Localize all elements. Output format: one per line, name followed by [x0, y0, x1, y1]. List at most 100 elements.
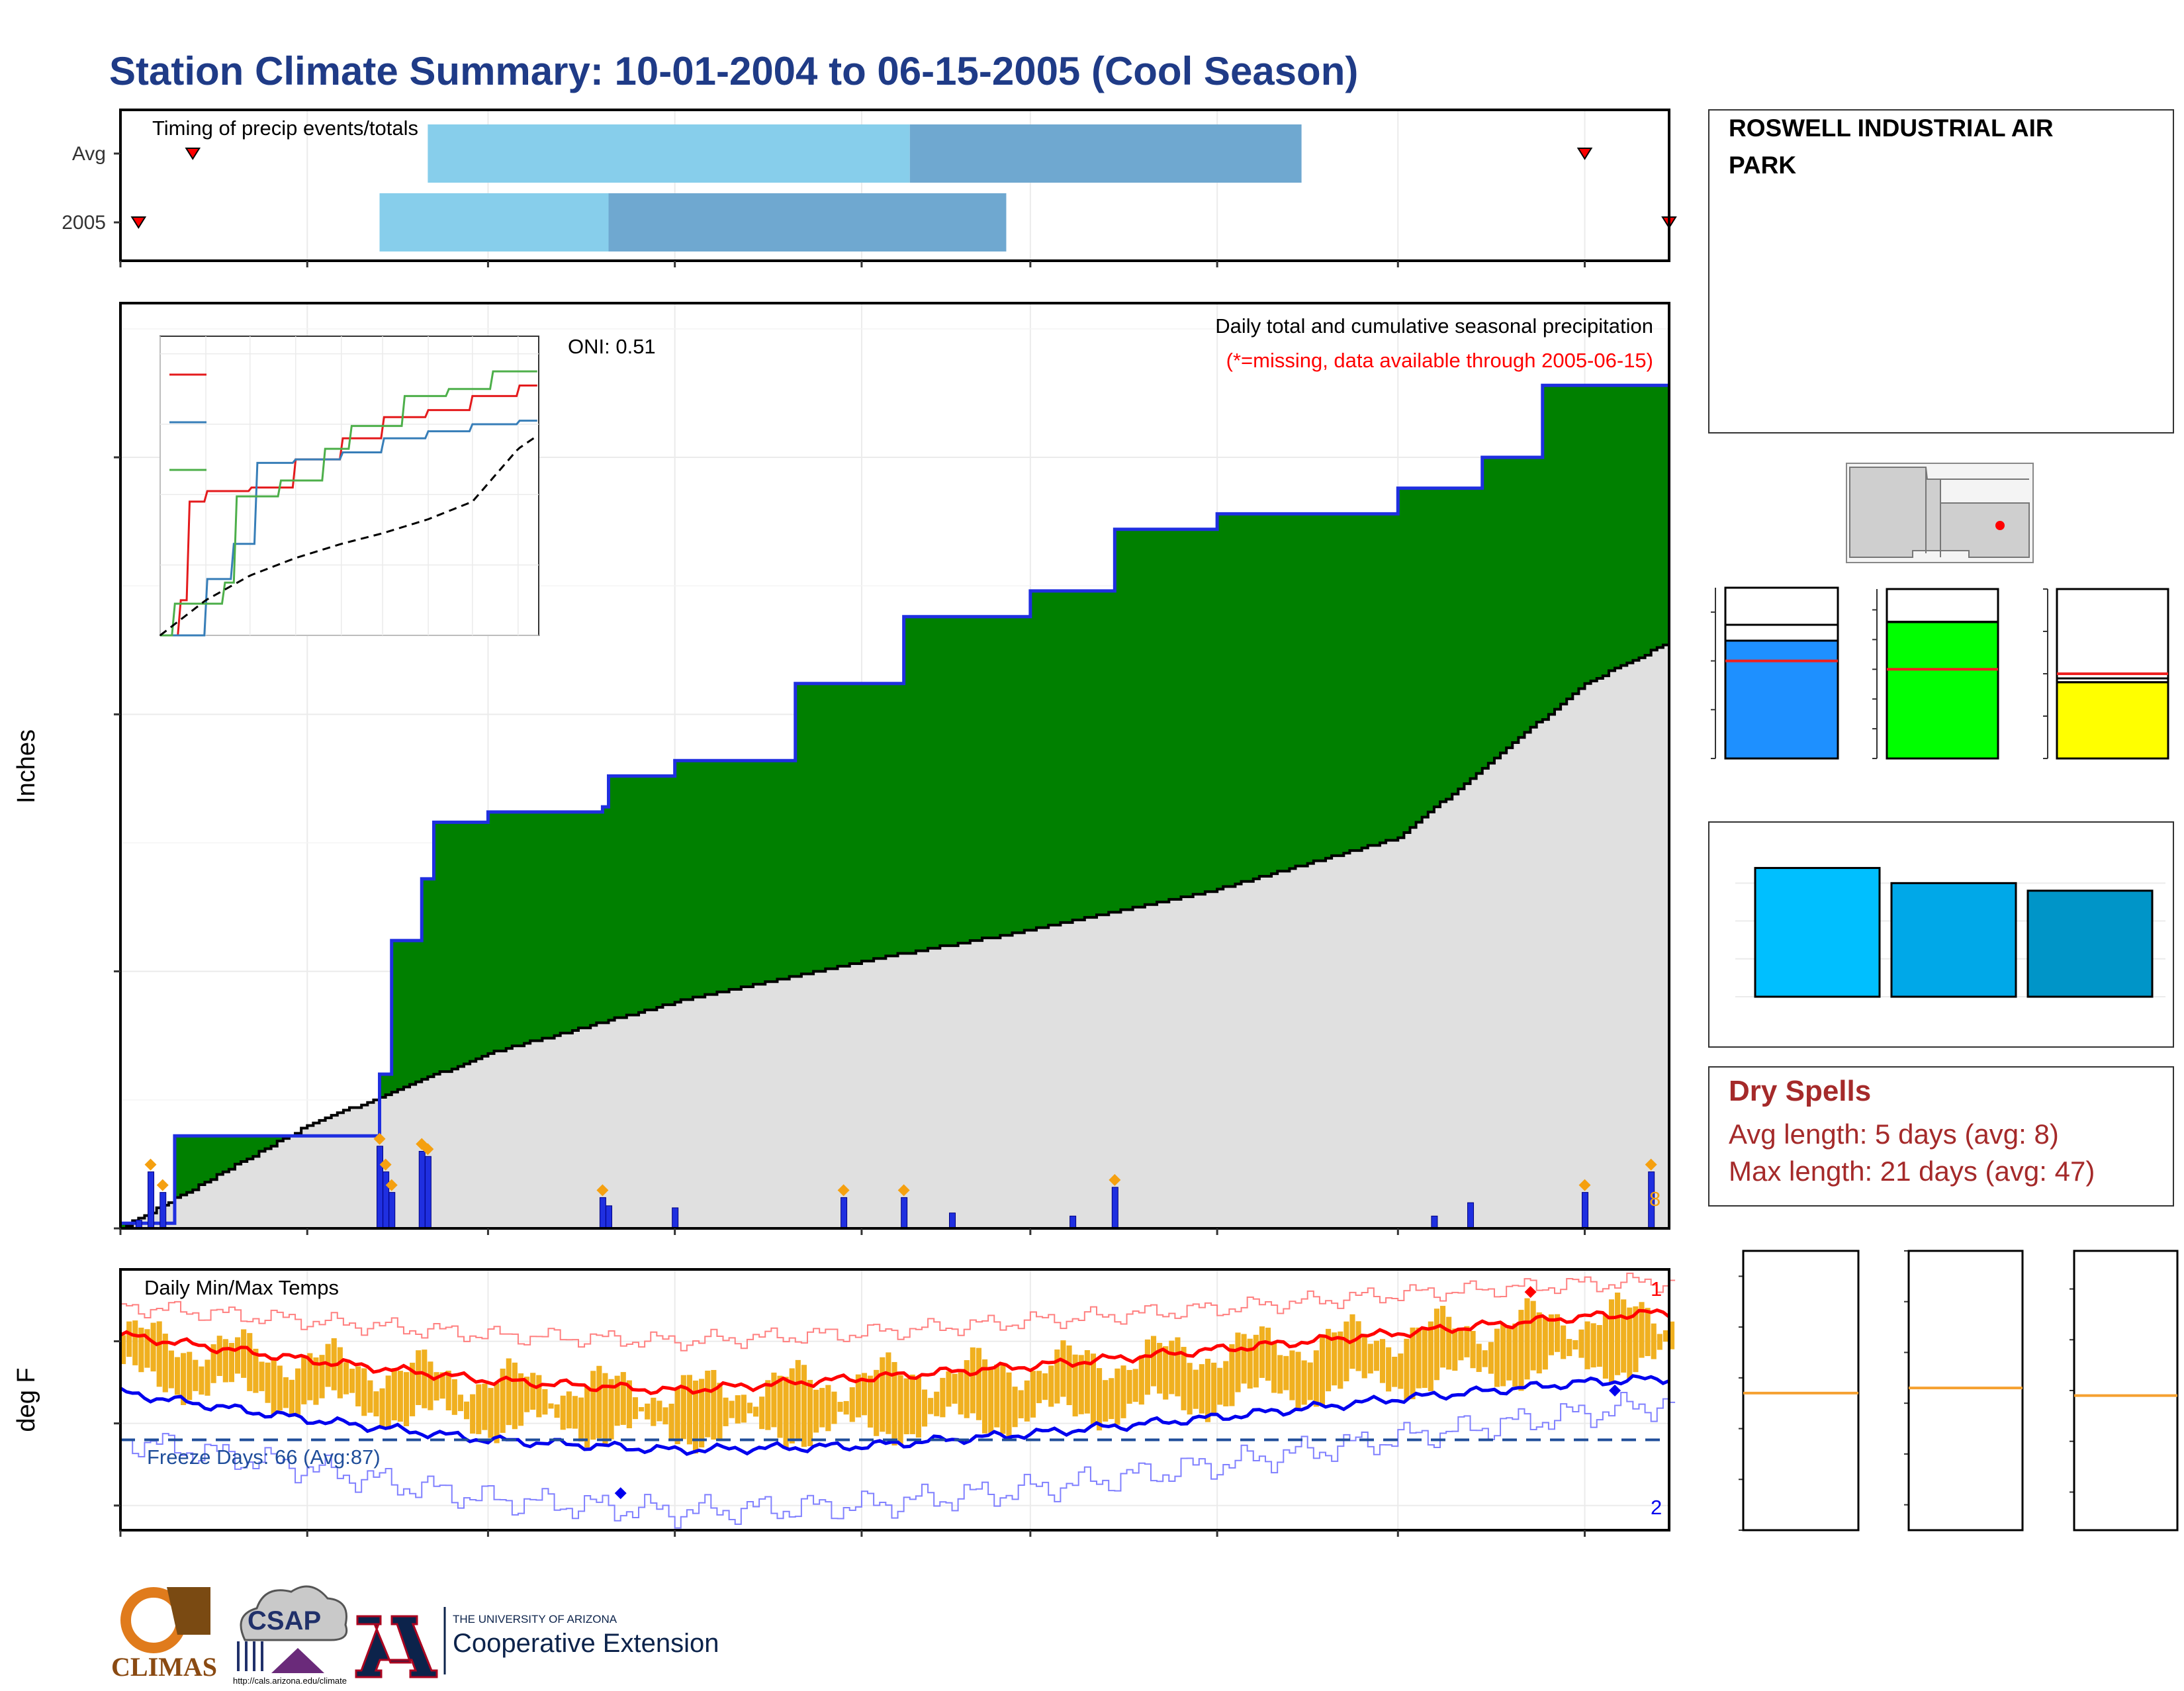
snow-marker-icon	[1645, 1158, 1657, 1171]
daily-temp-bar	[1428, 1321, 1433, 1391]
daily-temp-bar	[337, 1347, 343, 1398]
timing-panel-frame	[119, 109, 1670, 262]
daily-temp-bar	[482, 1383, 488, 1430]
summary-chart-value-box	[1742, 1250, 1860, 1531]
summary-chart-tmax	[2070, 1250, 2179, 1531]
daily-temp-bar	[1126, 1369, 1132, 1404]
daily-temp-bar	[1078, 1355, 1084, 1414]
daily-temp-bar	[1530, 1301, 1536, 1371]
daily-temp-bar	[1193, 1369, 1199, 1409]
daily-temp-bar	[1633, 1306, 1639, 1373]
map-borders	[1925, 467, 2029, 557]
summary-chart-tmean	[1904, 1250, 2024, 1531]
daily-temp-bar	[1030, 1371, 1036, 1418]
dry-spells-frame	[1708, 1066, 2174, 1207]
daily-temp-bar	[1217, 1367, 1223, 1405]
daily-temp-bar	[1470, 1330, 1476, 1369]
daily-temp-bar	[451, 1379, 457, 1415]
summary-chart-extent	[1886, 588, 1999, 623]
timing-panel: Timing of precip events/totals Avg 2005	[62, 109, 1677, 262]
summary-chart-bar	[2056, 681, 2169, 760]
daily-temp-bar	[777, 1375, 783, 1438]
daily-temp-bar	[590, 1371, 596, 1440]
snow-marker-icon	[373, 1132, 386, 1145]
daily-temp-bar	[307, 1353, 313, 1400]
daily-temp-bar	[723, 1397, 729, 1426]
precip-events-bar	[2026, 890, 2154, 998]
daily-temp-bar	[367, 1380, 373, 1413]
daily-temp-bar	[934, 1391, 940, 1416]
daily-temp-bar	[416, 1350, 422, 1405]
daily-temp-bar	[1536, 1312, 1542, 1374]
daily-temp-bar	[1669, 1321, 1675, 1349]
daily-temp-bar	[1464, 1326, 1470, 1357]
daily-temp-bar	[162, 1334, 168, 1393]
daily-temp-bar	[205, 1359, 210, 1396]
average-min-line	[119, 1374, 1670, 1456]
inset-frame	[159, 336, 539, 636]
dry-spells-box: Dry Spells Avg length: 5 days (avg: 8) M…	[1708, 1066, 2174, 1207]
daily-temp-bar	[512, 1362, 518, 1430]
precip-panel: Daily total and cumulative seasonal prec…	[13, 261, 1670, 1235]
summary-chart-extent	[1724, 586, 1839, 626]
daily-temp-bar	[1138, 1355, 1144, 1405]
daily-temp-bar	[1229, 1344, 1235, 1406]
daily-temp-bar	[1608, 1299, 1615, 1385]
daily-temp-bar	[1615, 1293, 1621, 1375]
daily-temp-bar	[470, 1394, 476, 1434]
precip-y-axis	[114, 261, 1586, 1235]
daily-temp-bar	[1175, 1337, 1181, 1396]
daily-temp-bar	[530, 1373, 536, 1410]
daily-temp-bar	[747, 1402, 753, 1414]
daily-temp-bar	[445, 1370, 451, 1410]
month-x-axis	[119, 1530, 1586, 1537]
daily-precip-bar	[1431, 1215, 1438, 1229]
daily-temp-bar	[1048, 1365, 1054, 1407]
daily-temp-bar	[771, 1372, 777, 1428]
record-max-line	[120, 1272, 1676, 1351]
daily-temp-bar	[753, 1406, 759, 1417]
daily-temp-bar	[735, 1395, 741, 1424]
snow-marker-icon	[837, 1184, 850, 1197]
daily-temp-bar	[271, 1359, 277, 1415]
temp-panel-frame	[119, 1268, 1670, 1531]
daily-temp-bar	[1090, 1353, 1097, 1426]
summary-chart-value-box	[2073, 1250, 2179, 1531]
daily-temp-bar	[674, 1388, 680, 1445]
daily-temp-bar	[1144, 1339, 1150, 1395]
csap-rain-icon	[237, 1641, 263, 1671]
precip-missing-note: (*=missing, data available through 2005-…	[1226, 349, 1653, 372]
daily-temp-bar	[651, 1397, 657, 1426]
daily-temp-bar	[657, 1400, 662, 1422]
snow-marker-icon	[422, 1143, 434, 1156]
daily-temp-bar	[283, 1377, 289, 1408]
daily-temp-bar	[343, 1362, 349, 1394]
daily-temp-bar	[385, 1375, 391, 1430]
daily-precip-bar	[159, 1192, 167, 1229]
daily-temp-bar	[361, 1368, 367, 1416]
daily-temp-bar	[518, 1373, 524, 1426]
daily-temp-bar	[1343, 1321, 1349, 1382]
daily-temp-bar	[1084, 1349, 1090, 1414]
daily-temp-bar	[970, 1347, 976, 1414]
station-name-line2: PARK	[1729, 152, 1796, 179]
snow-marker-icon	[379, 1158, 392, 1171]
daily-temp-bar	[1422, 1329, 1428, 1389]
timing-first-triangle-icon	[130, 216, 147, 229]
daily-temp-bar	[1548, 1314, 1555, 1355]
daily-temp-bar	[1066, 1345, 1072, 1406]
timing-first-triangle-icon	[185, 148, 201, 160]
daily-precip-bar	[148, 1171, 155, 1229]
dry-spells-title: Dry Spells	[1729, 1075, 1871, 1107]
daily-temp-bar	[795, 1359, 801, 1440]
daily-temp-bar	[1561, 1325, 1567, 1359]
daily-temp-bar	[819, 1388, 825, 1428]
daily-temp-bar	[241, 1329, 247, 1378]
daily-temp-bar	[717, 1383, 723, 1440]
daily-temp-bar	[1404, 1338, 1410, 1400]
daily-temp-bar	[711, 1369, 717, 1440]
daily-temp-bar	[825, 1385, 831, 1432]
daily-temp-bar	[928, 1398, 934, 1414]
daily-temp-bar	[596, 1365, 602, 1439]
daily-temp-bar	[1163, 1346, 1169, 1400]
